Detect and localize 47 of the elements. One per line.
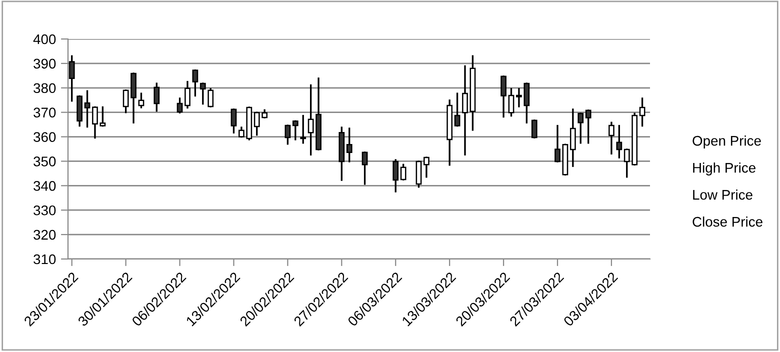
candlestick xyxy=(608,122,614,154)
y-tick-label: 370 xyxy=(34,108,56,118)
text: High Price xyxy=(693,162,756,176)
candlestick xyxy=(454,92,460,127)
y-tick-label: 380 xyxy=(34,83,56,94)
candlestick xyxy=(639,98,646,127)
candlestick xyxy=(362,152,368,185)
candlestick xyxy=(138,92,144,108)
y-tick-label: 320 xyxy=(34,230,56,240)
candlestick xyxy=(585,110,592,144)
y-tick-label: 390 xyxy=(34,58,56,69)
candlestick xyxy=(68,55,75,102)
candlestick xyxy=(578,112,584,144)
y-tick-label: 400 xyxy=(33,34,56,44)
y-tick-label: 330 xyxy=(34,205,56,216)
candlestick xyxy=(100,106,106,127)
candlestick xyxy=(531,120,538,138)
candlestick xyxy=(616,124,622,158)
candlestick xyxy=(84,90,90,128)
candlestick xyxy=(300,114,306,144)
candlestick xyxy=(462,65,468,156)
y-tick-label: 350 xyxy=(34,156,56,166)
candlestick xyxy=(346,128,352,162)
text: Low Price xyxy=(693,190,752,200)
candlestick xyxy=(200,82,206,105)
y-tick-label: 340 xyxy=(34,181,56,191)
candlestick xyxy=(176,98,183,114)
candlestick xyxy=(570,108,576,167)
candlestick xyxy=(154,82,160,112)
candlestick xyxy=(292,120,298,140)
candlestick xyxy=(192,69,198,97)
text: Close Price xyxy=(692,216,762,227)
candlestick xyxy=(230,108,237,134)
candlestick xyxy=(416,160,422,188)
candlestick xyxy=(400,164,406,180)
candlestick xyxy=(424,156,430,178)
candlestick xyxy=(500,76,506,118)
candlestick xyxy=(208,88,214,108)
candlestick xyxy=(92,106,98,139)
candlestick xyxy=(508,88,514,117)
text: Open Price xyxy=(692,136,761,148)
y-tick-label: 360 xyxy=(34,132,56,142)
candlestick xyxy=(392,159,399,192)
candlestick xyxy=(284,124,291,145)
candlestick xyxy=(184,80,190,109)
y-tick-label: 310 xyxy=(34,254,56,264)
candlestick xyxy=(554,124,560,162)
